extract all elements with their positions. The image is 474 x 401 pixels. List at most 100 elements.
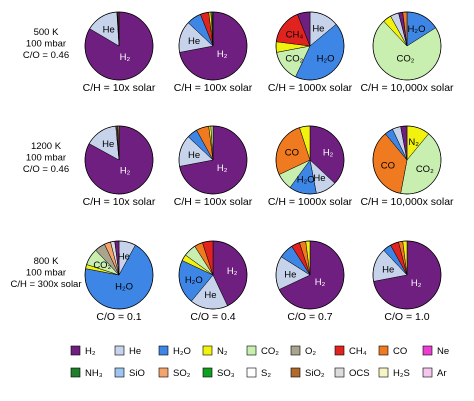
row-label-line: 100 mbar	[26, 39, 66, 50]
pie-outline	[178, 11, 248, 81]
pie-caption: C/O = 0.4	[190, 311, 235, 323]
slice-label: He	[382, 264, 394, 275]
slice-label: H₂O	[185, 275, 203, 286]
legend-label: S₂	[261, 368, 271, 379]
row-label-line: 100 mbar	[26, 153, 66, 164]
pie: N₂ CO₂ CO C/H = 10,000x solar	[360, 125, 454, 208]
legend-item-h2o: H₂O	[158, 345, 191, 357]
row-label-line: C/O = 0.46	[23, 164, 69, 175]
legend-item-o2: O₂	[290, 345, 316, 357]
slice-label: H₂	[217, 163, 228, 174]
legend-swatch	[246, 367, 257, 378]
row-label-line: C/H = 300x solar	[10, 279, 81, 290]
slice-label: H₂	[217, 49, 228, 60]
row-label-line: 500 K	[34, 27, 59, 38]
legend-label: CH₄	[349, 346, 367, 357]
slice-label: H₂O	[115, 281, 133, 292]
legend-item-ch4: CH₄	[334, 345, 367, 357]
slice-label: He	[118, 251, 130, 262]
legend-label: He	[129, 346, 141, 357]
legend-swatch	[246, 345, 257, 356]
pie-caption: C/O = 0.1	[96, 311, 141, 323]
pie-caption: C/O = 0.7	[287, 311, 332, 323]
legend-label: OCS	[349, 368, 370, 379]
pie-row: 800 K 100 mbar C/H = 300x solarHeH₂OCO₂C/O…	[10, 240, 442, 323]
slice-label: He	[188, 36, 200, 47]
legend-item-so2: SO₂	[158, 367, 191, 379]
legend-label: NH₃	[85, 368, 103, 379]
legend-swatch	[202, 367, 213, 378]
pie-caption: C/O = 1.0	[384, 311, 429, 323]
legend-swatch	[114, 345, 125, 356]
pie-outline	[275, 125, 345, 195]
pie-outline	[372, 240, 442, 310]
legend-swatch	[158, 345, 169, 356]
slice-label: H₂	[120, 166, 131, 177]
slice-label: He	[313, 173, 325, 184]
slice-label: CO₂	[416, 164, 434, 175]
legend-label: O₂	[305, 346, 316, 357]
legend-label: SO₂	[173, 368, 191, 379]
slice-label: He	[103, 25, 115, 36]
legend-item-co: CO	[378, 345, 407, 357]
legend-label: Ar	[437, 368, 447, 379]
pie-caption: C/H = 10x solar	[83, 82, 156, 94]
legend-label: N₂	[217, 346, 228, 357]
slice-label: H₂	[227, 266, 238, 277]
legend-label: SiO₂	[305, 368, 325, 379]
legend-item-co2: CO₂	[246, 345, 279, 357]
row-label-line: 1200 K	[31, 141, 62, 152]
row-label-line: 100 mbar	[26, 268, 66, 279]
legend-item-n2: N₂	[202, 345, 228, 357]
legend-item-ar: Ar	[422, 367, 447, 379]
slice-label: H₂	[411, 278, 422, 289]
legend-label: H₂O	[173, 346, 191, 357]
legend-item-h2: H₂	[70, 345, 96, 357]
legend-item-he: He	[114, 345, 141, 357]
pie-caption: C/H = 1000x solar	[268, 82, 353, 94]
slice-label: He	[204, 290, 216, 301]
legend-swatch	[422, 345, 433, 356]
legend-swatch	[422, 367, 433, 378]
pie-caption: C/H = 100x solar	[174, 196, 253, 208]
slice-label: H₂	[120, 52, 131, 63]
slice-label: He	[312, 24, 324, 35]
legend-label: CO₂	[261, 346, 279, 357]
pie-caption: C/H = 10,000x solar	[360, 196, 454, 208]
legend-item-so3: SO₃	[202, 367, 235, 379]
pie: H₂ He C/O = 1.0	[372, 240, 442, 323]
slice-label: CO₂	[93, 260, 111, 271]
pie-outline	[372, 125, 442, 195]
pie-outline	[84, 125, 154, 195]
slice-label: H₂	[315, 277, 326, 288]
legend-swatch	[158, 367, 169, 378]
legend-swatch	[114, 367, 125, 378]
pie: H₂ He C/O = 0.7	[275, 240, 345, 323]
legend-item-s2: S₂	[246, 367, 271, 379]
slice-label: H₂	[323, 148, 334, 159]
pie-outline	[372, 11, 442, 81]
legend-item-ocs: OCS	[334, 367, 370, 379]
pie-outline	[275, 240, 345, 310]
legend-item-h2s: H₂S	[378, 367, 410, 379]
pie-outline	[84, 11, 154, 81]
row-label: 1200 K 100 mbar C/O = 0.46	[23, 141, 69, 175]
row-label: 500 K 100 mbar C/O = 0.46	[23, 27, 69, 61]
slice-label: H₂O	[317, 54, 335, 65]
legend-swatch	[202, 345, 213, 356]
pie-outline	[275, 11, 345, 81]
pie: He H₂O CO₂ CH₄ C/H = 1000x solar	[268, 11, 353, 94]
slice-label: H₂O	[408, 24, 426, 35]
legend-label: CO	[393, 346, 407, 357]
legend-swatch	[70, 367, 81, 378]
pie: H₂ He C/H = 10x solar	[83, 125, 156, 208]
legend: H₂ He H₂O N₂ CO₂ O₂ CH₄ CO Ne NH₃ SiO SO₂ SO₃ S₂ SiO₂ O…	[70, 345, 449, 379]
pie-caption: C/H = 100x solar	[174, 82, 253, 94]
row-label-line: 800 K	[34, 256, 59, 267]
slice-label: CO₂	[397, 53, 415, 64]
slice-label: N₂	[408, 137, 419, 148]
